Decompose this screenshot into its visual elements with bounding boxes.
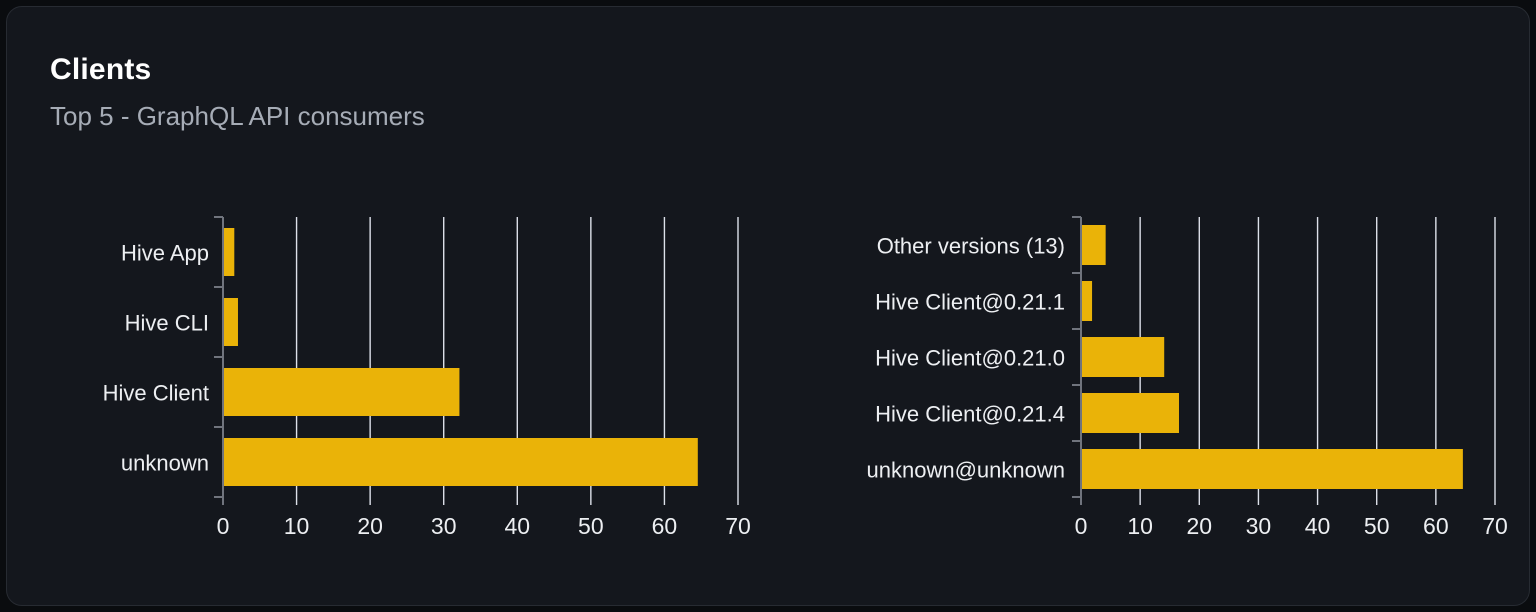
x-tick-label: 20 bbox=[357, 513, 383, 539]
bar-hive-client-0-21-1[interactable] bbox=[1082, 281, 1093, 321]
x-tick-label: 30 bbox=[431, 513, 457, 539]
x-tick-label: 70 bbox=[725, 513, 751, 539]
x-tick-label: 50 bbox=[1364, 513, 1390, 539]
x-tick-label: 10 bbox=[1127, 513, 1153, 539]
x-tick-label: 50 bbox=[578, 513, 604, 539]
x-tick-label: 70 bbox=[1482, 513, 1508, 539]
category-label: Other versions (13) bbox=[877, 234, 1065, 259]
category-label: Hive Client@0.21.1 bbox=[875, 290, 1065, 315]
category-label: Hive Client@0.21.0 bbox=[875, 346, 1065, 371]
clients-card: Clients Top 5 - GraphQL API consumers Hi… bbox=[6, 6, 1530, 606]
bar-unknown[interactable] bbox=[224, 438, 698, 486]
clients-by-version-chart: Other versions (13) Hive Client@0.21.1 Hiv… bbox=[867, 216, 1508, 539]
category-label: Hive Client bbox=[103, 381, 209, 406]
x-tick-label: 20 bbox=[1186, 513, 1212, 539]
x-tick-label: 30 bbox=[1246, 513, 1272, 539]
x-tick-label: 40 bbox=[504, 513, 530, 539]
bar-other-versions-13-[interactable] bbox=[1082, 225, 1106, 265]
x-tick-label: 10 bbox=[284, 513, 310, 539]
category-label: unknown bbox=[121, 451, 209, 476]
category-label: unknown@unknown bbox=[867, 458, 1065, 483]
bar-hive-app[interactable] bbox=[224, 228, 235, 276]
bar-hive-cli[interactable] bbox=[224, 298, 238, 346]
card-subtitle: Top 5 - GraphQL API consumers bbox=[50, 101, 425, 131]
bar-hive-client-0-21-0[interactable] bbox=[1082, 337, 1165, 377]
x-tick-label: 40 bbox=[1305, 513, 1331, 539]
bar-unknown-unknown[interactable] bbox=[1082, 449, 1463, 489]
category-label: Hive App bbox=[121, 241, 209, 266]
card-title: Clients bbox=[50, 53, 152, 86]
clients-by-name-chart: Hive App Hive CLI Hive Client unknown 0 10 20 3… bbox=[103, 216, 751, 539]
x-tick-label: 60 bbox=[652, 513, 678, 539]
category-label: Hive CLI bbox=[125, 311, 209, 336]
x-tick-label: 0 bbox=[1075, 513, 1088, 539]
x-tick-label: 0 bbox=[217, 513, 230, 539]
bar-hive-client[interactable] bbox=[224, 368, 460, 416]
category-label: Hive Client@0.21.4 bbox=[875, 402, 1065, 427]
bar-hive-client-0-21-4[interactable] bbox=[1082, 393, 1179, 433]
x-tick-label: 60 bbox=[1423, 513, 1449, 539]
